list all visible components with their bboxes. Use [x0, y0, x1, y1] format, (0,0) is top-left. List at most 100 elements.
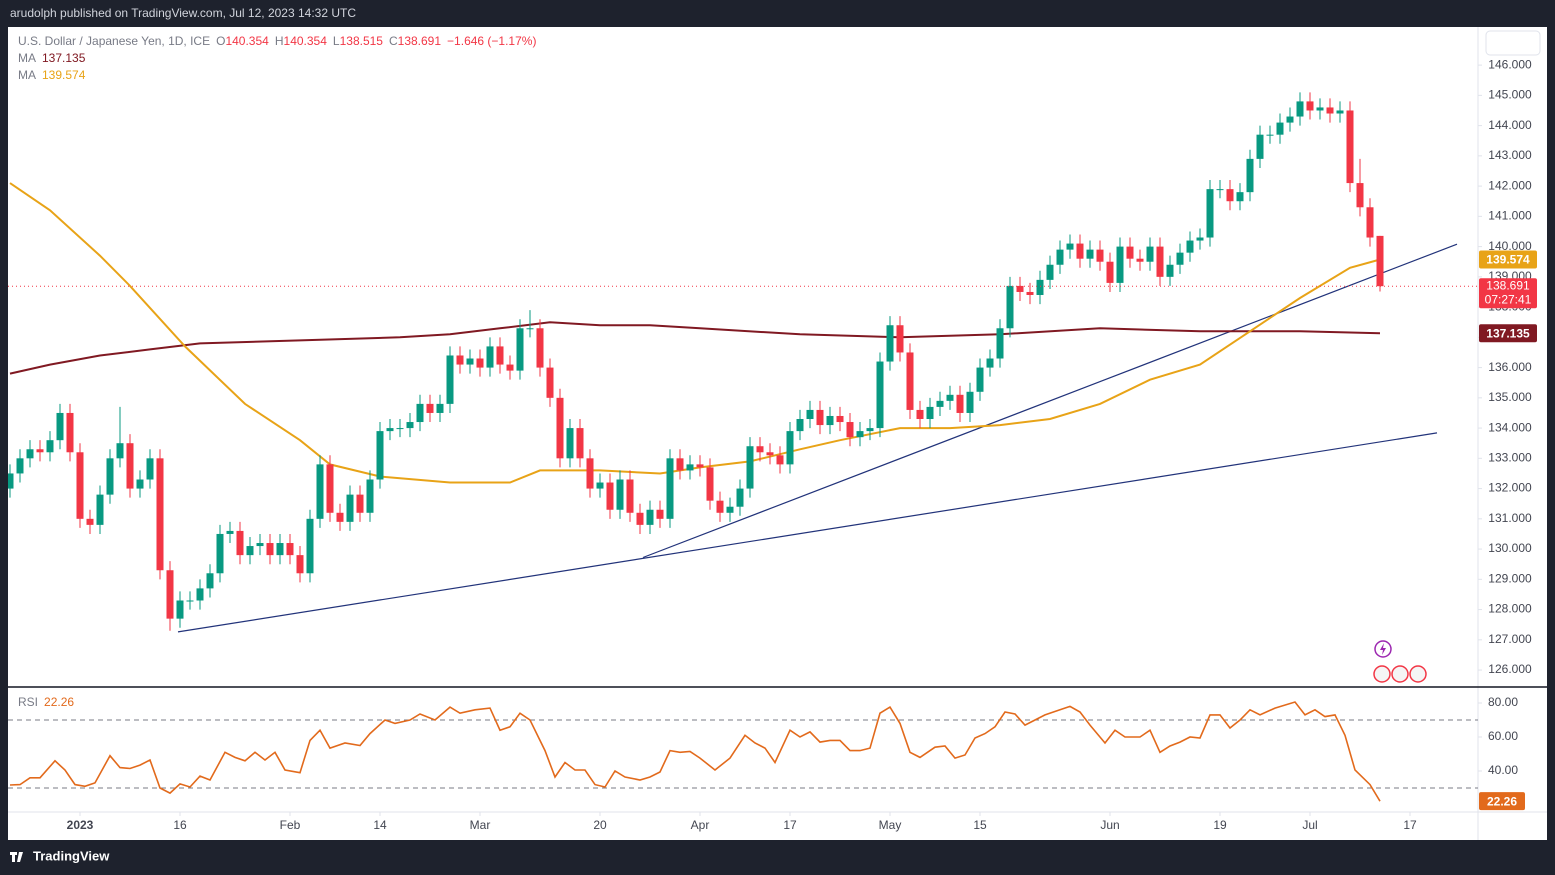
- y-tick-label: 132.000: [1488, 481, 1532, 495]
- candle-body: [306, 518, 314, 574]
- candle-body: [366, 479, 374, 513]
- candle-body: [686, 464, 694, 471]
- candle-body: [1116, 246, 1124, 283]
- candle-body: [36, 449, 44, 453]
- x-tick-label: Jul: [1302, 818, 1317, 832]
- candle-body: [1296, 101, 1304, 117]
- candle-body: [456, 355, 464, 365]
- candle-body: [8, 473, 14, 489]
- candle-body: [806, 409, 814, 420]
- candle-body: [976, 367, 984, 392]
- candle-body: [626, 479, 634, 513]
- candle-body: [486, 346, 494, 368]
- y-tick-label: 140.000: [1488, 239, 1532, 253]
- candle-body: [1086, 249, 1094, 259]
- trendline: [642, 243, 1458, 559]
- candle-body: [26, 449, 34, 459]
- x-tick-label: 17: [783, 818, 797, 832]
- candle-body: [236, 530, 244, 556]
- rsi-name: RSI: [18, 695, 38, 709]
- x-tick-label: 2023: [67, 818, 94, 832]
- ohlc-key: L: [333, 34, 340, 48]
- candle-body: [246, 546, 254, 556]
- y-tick-label: 127.000: [1488, 632, 1532, 646]
- candle-body: [46, 440, 54, 453]
- candle-body: [296, 555, 304, 574]
- ma-price-box: [1479, 324, 1537, 343]
- y-tick-label: 128.000: [1488, 602, 1532, 616]
- ma-value: 137.135: [42, 51, 86, 65]
- candle-body: [936, 400, 944, 407]
- price-pane: [8, 92, 1478, 633]
- ohlc-value: 140.354: [284, 34, 328, 48]
- candle-body: [126, 443, 134, 489]
- candle-body: [1216, 189, 1224, 191]
- candle-body: [436, 403, 444, 413]
- x-tick-label: Jun: [1100, 818, 1119, 832]
- candle-body: [746, 446, 754, 489]
- candle-body: [1226, 189, 1234, 202]
- candle-body: [216, 533, 224, 574]
- candle-body: [1326, 107, 1334, 114]
- candle-body: [606, 482, 614, 510]
- candle-body: [956, 394, 964, 413]
- candle-body: [546, 367, 554, 398]
- candle-body: [856, 431, 864, 438]
- candle-body: [386, 428, 394, 432]
- candle-body: [1126, 246, 1134, 259]
- rsi-legend-value: 22.26: [44, 695, 74, 709]
- y-tick-label: 126.000: [1488, 662, 1532, 676]
- candle-body: [1156, 246, 1164, 277]
- candle-body: [636, 512, 644, 525]
- ohlc-key: C: [389, 34, 398, 48]
- candle-body: [876, 361, 884, 429]
- ma-price-label: 139.574: [1486, 253, 1530, 267]
- candle-body: [616, 479, 624, 510]
- ohlc-value: 138.691: [398, 34, 442, 48]
- overlay: 126.000 127.000 128.000 129.000 130.000 131.0…: [18, 34, 1537, 832]
- candle-body: [1306, 101, 1314, 111]
- y-tick-label: 136.000: [1488, 360, 1532, 374]
- candle-body: [1026, 291, 1034, 295]
- ohlc-key: O: [216, 34, 225, 48]
- trendline: [177, 432, 1438, 633]
- moving-average: [9, 321, 1381, 375]
- candle-body: [1096, 249, 1104, 262]
- settings-button[interactable]: [1485, 30, 1541, 56]
- candle-body: [56, 412, 64, 441]
- candle-body: [146, 458, 154, 480]
- candle-body: [676, 458, 684, 471]
- candle-body: [736, 488, 744, 507]
- candle-body: [136, 479, 144, 489]
- candle-body: [176, 600, 184, 619]
- y-tick-label: 131.000: [1488, 511, 1532, 525]
- candle-body: [116, 443, 124, 459]
- candle-body: [106, 458, 114, 495]
- candle-body: [826, 415, 834, 426]
- x-tick-label: Apr: [691, 818, 710, 832]
- candle-body: [16, 458, 24, 474]
- y-tick-label: 145.000: [1488, 88, 1532, 102]
- ohlc-value: 138.515: [340, 34, 384, 48]
- candle-body: [1366, 207, 1374, 238]
- candle-body: [276, 543, 284, 556]
- published-note: arudolph published on TradingView.com, J…: [10, 6, 356, 20]
- candle-body: [566, 428, 574, 459]
- candle-body: [506, 364, 514, 371]
- candle-body: [536, 328, 544, 368]
- candle-body: [716, 500, 724, 513]
- candle-body: [66, 412, 74, 453]
- ma-name: MA: [18, 68, 36, 82]
- y-tick-label: 143.000: [1488, 148, 1532, 162]
- candle-body: [766, 452, 774, 456]
- candle-body: [1016, 285, 1024, 292]
- candle-body: [196, 588, 204, 601]
- candle-body: [416, 403, 424, 423]
- candle-body: [706, 467, 714, 501]
- candle-body: [256, 543, 264, 547]
- candle-body: [166, 570, 174, 619]
- candle-body: [756, 446, 764, 453]
- candle-body: [656, 509, 664, 519]
